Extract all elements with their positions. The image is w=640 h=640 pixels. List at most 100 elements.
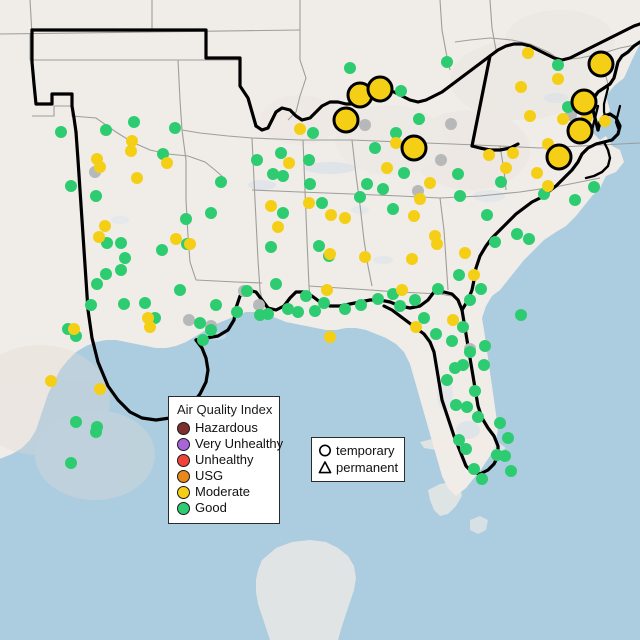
station-marker-good[interactable] [210,299,222,311]
station-marker-moderate[interactable] [184,238,196,250]
station-marker-good[interactable] [91,278,103,290]
station-marker-good[interactable] [270,278,282,290]
station-marker-good[interactable] [430,328,442,340]
station-marker-good[interactable] [90,426,102,438]
station-marker-good[interactable] [468,463,480,475]
station-marker-good[interactable] [418,312,430,324]
station-marker-moderate[interactable] [410,321,422,333]
station-marker-temporary-moderate[interactable] [587,50,615,78]
station-marker-temporary-moderate[interactable] [545,143,573,171]
station-marker-good[interactable] [304,178,316,190]
station-marker-good[interactable] [461,401,473,413]
station-marker-moderate[interactable] [552,73,564,85]
station-marker-moderate[interactable] [272,221,284,233]
station-marker-good[interactable] [369,142,381,154]
station-marker-moderate[interactable] [459,247,471,259]
station-marker-good[interactable] [464,294,476,306]
station-marker-moderate[interactable] [325,209,337,221]
legend-item-unhealthy[interactable]: Unhealthy [177,452,271,468]
station-marker-good[interactable] [277,170,289,182]
station-marker-good[interactable] [372,293,384,305]
station-marker-good[interactable] [460,443,472,455]
station-marker-good[interactable] [197,334,209,346]
station-marker-nodata[interactable] [435,154,447,166]
station-marker-good[interactable] [505,465,517,477]
station-marker-good[interactable] [318,297,330,309]
station-marker-good[interactable] [395,85,407,97]
station-marker-temporary-moderate[interactable] [366,75,394,103]
station-marker-good[interactable] [453,269,465,281]
station-marker-good[interactable] [251,154,263,166]
station-marker-good[interactable] [262,308,274,320]
station-marker-good[interactable] [441,374,453,386]
station-marker-moderate[interactable] [542,180,554,192]
station-marker-moderate[interactable] [468,269,480,281]
station-marker-moderate[interactable] [142,312,154,324]
station-marker-good[interactable] [446,335,458,347]
station-marker-good[interactable] [339,303,351,315]
station-marker-good[interactable] [475,283,487,295]
legend-item-moderate[interactable]: Moderate [177,484,271,500]
station-marker-moderate[interactable] [500,162,512,174]
station-marker-good[interactable] [65,180,77,192]
station-marker-good[interactable] [452,168,464,180]
station-marker-good[interactable] [55,126,67,138]
station-marker-good[interactable] [139,297,151,309]
station-marker-moderate[interactable] [94,383,106,395]
station-marker-moderate[interactable] [126,135,138,147]
station-marker-good[interactable] [450,399,462,411]
station-marker-moderate[interactable] [424,177,436,189]
station-marker-moderate[interactable] [531,167,543,179]
station-marker-moderate[interactable] [507,147,519,159]
station-marker-moderate[interactable] [431,238,443,250]
station-marker-moderate[interactable] [599,115,611,127]
station-marker-moderate[interactable] [144,321,156,333]
station-marker-good[interactable] [502,432,514,444]
station-marker-moderate[interactable] [339,212,351,224]
station-marker-good[interactable] [491,449,503,461]
station-marker-moderate[interactable] [94,161,106,173]
station-marker-moderate[interactable] [447,314,459,326]
station-marker-moderate[interactable] [303,197,315,209]
station-marker-nodata[interactable] [183,314,195,326]
station-marker-good[interactable] [70,416,82,428]
station-marker-moderate[interactable] [483,149,495,161]
station-marker-good[interactable] [469,385,481,397]
station-marker-good[interactable] [115,264,127,276]
station-marker-good[interactable] [478,359,490,371]
station-marker-good[interactable] [464,346,476,358]
station-marker-good[interactable] [454,190,466,202]
station-marker-moderate[interactable] [414,193,426,205]
station-marker-moderate[interactable] [125,145,137,157]
station-marker-good[interactable] [457,321,469,333]
station-marker-moderate[interactable] [406,253,418,265]
station-marker-good[interactable] [409,294,421,306]
station-marker-good[interactable] [523,233,535,245]
station-marker-good[interactable] [377,183,389,195]
station-marker-moderate[interactable] [170,233,182,245]
station-marker-good[interactable] [303,154,315,166]
station-marker-moderate[interactable] [68,323,80,335]
station-marker-moderate[interactable] [557,113,569,125]
station-marker-good[interactable] [300,290,312,302]
station-marker-good[interactable] [85,299,97,311]
station-marker-moderate[interactable] [359,251,371,263]
station-marker-good[interactable] [432,283,444,295]
station-marker-temporary-moderate[interactable] [332,106,360,134]
station-marker-good[interactable] [267,168,279,180]
station-marker-good[interactable] [355,299,367,311]
station-marker-good[interactable] [194,317,206,329]
station-marker-moderate[interactable] [131,172,143,184]
station-marker-good[interactable] [552,59,564,71]
station-marker-good[interactable] [174,284,186,296]
station-marker-moderate[interactable] [324,248,336,260]
station-marker-good[interactable] [156,244,168,256]
station-marker-good[interactable] [180,213,192,225]
station-marker-nodata[interactable] [445,118,457,130]
station-marker-nodata[interactable] [359,119,371,131]
station-marker-moderate[interactable] [321,284,333,296]
station-marker-good[interactable] [100,124,112,136]
station-marker-temporary-moderate[interactable] [566,117,594,145]
station-marker-good[interactable] [231,306,243,318]
station-marker-moderate[interactable] [390,137,402,149]
